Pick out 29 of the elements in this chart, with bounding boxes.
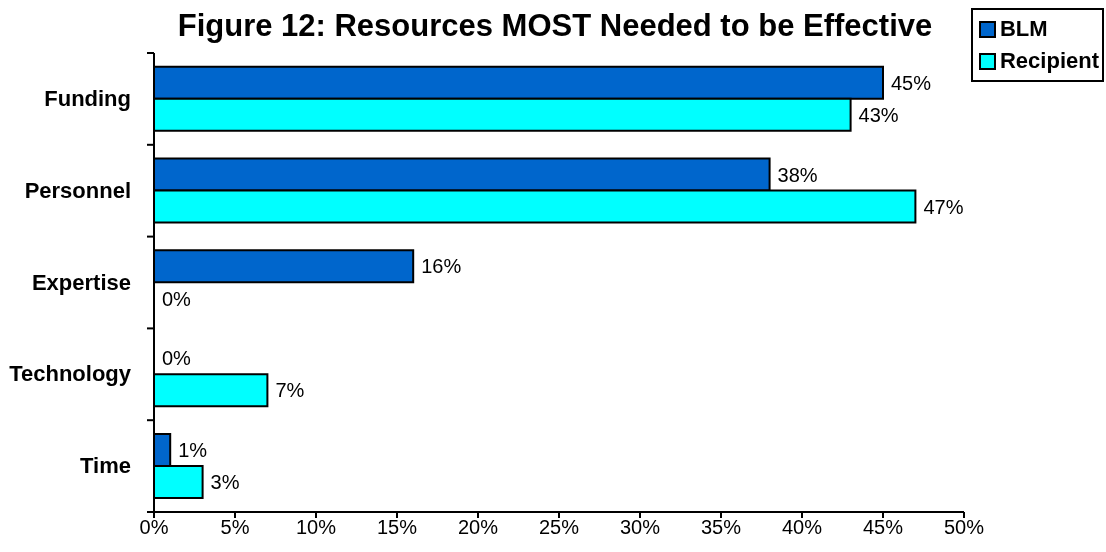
data-label: 16% — [421, 255, 462, 278]
data-label: 47% — [923, 195, 964, 218]
data-label: 38% — [777, 163, 818, 186]
x-tick-label: 30% — [619, 516, 661, 539]
x-tick-label: 0% — [139, 516, 169, 539]
y-tick-label: Time — [80, 453, 131, 479]
x-tick-label: 15% — [376, 516, 418, 539]
y-tick-label: Technology — [9, 361, 132, 387]
x-tick-label: 45% — [862, 516, 904, 539]
y-tick-label: Expertise — [31, 269, 131, 295]
legend-label: Recipient — [999, 48, 1099, 74]
data-label: 1% — [178, 439, 208, 462]
data-label: 0% — [162, 347, 192, 370]
x-tick-label: 50% — [943, 516, 985, 539]
x-tick-label: 20% — [457, 516, 499, 539]
y-tick-label: Funding — [44, 85, 131, 111]
x-tick-label: 40% — [781, 516, 823, 539]
data-label: 7% — [275, 379, 305, 402]
chart-title: Figure 12: Resources MOST Needed to be Effective — [177, 8, 933, 43]
data-label: 0% — [162, 287, 192, 310]
y-tick-label: Personnel — [24, 177, 131, 203]
x-tick-label: 5% — [220, 516, 250, 539]
x-tick-label: 10% — [295, 516, 337, 539]
x-tick-label: 35% — [700, 516, 742, 539]
x-tick-label: 25% — [538, 516, 580, 539]
data-label: 43% — [858, 103, 899, 126]
legend-label: BLM — [999, 16, 1048, 42]
data-label: 45% — [891, 71, 932, 94]
data-label: 3% — [210, 471, 240, 494]
